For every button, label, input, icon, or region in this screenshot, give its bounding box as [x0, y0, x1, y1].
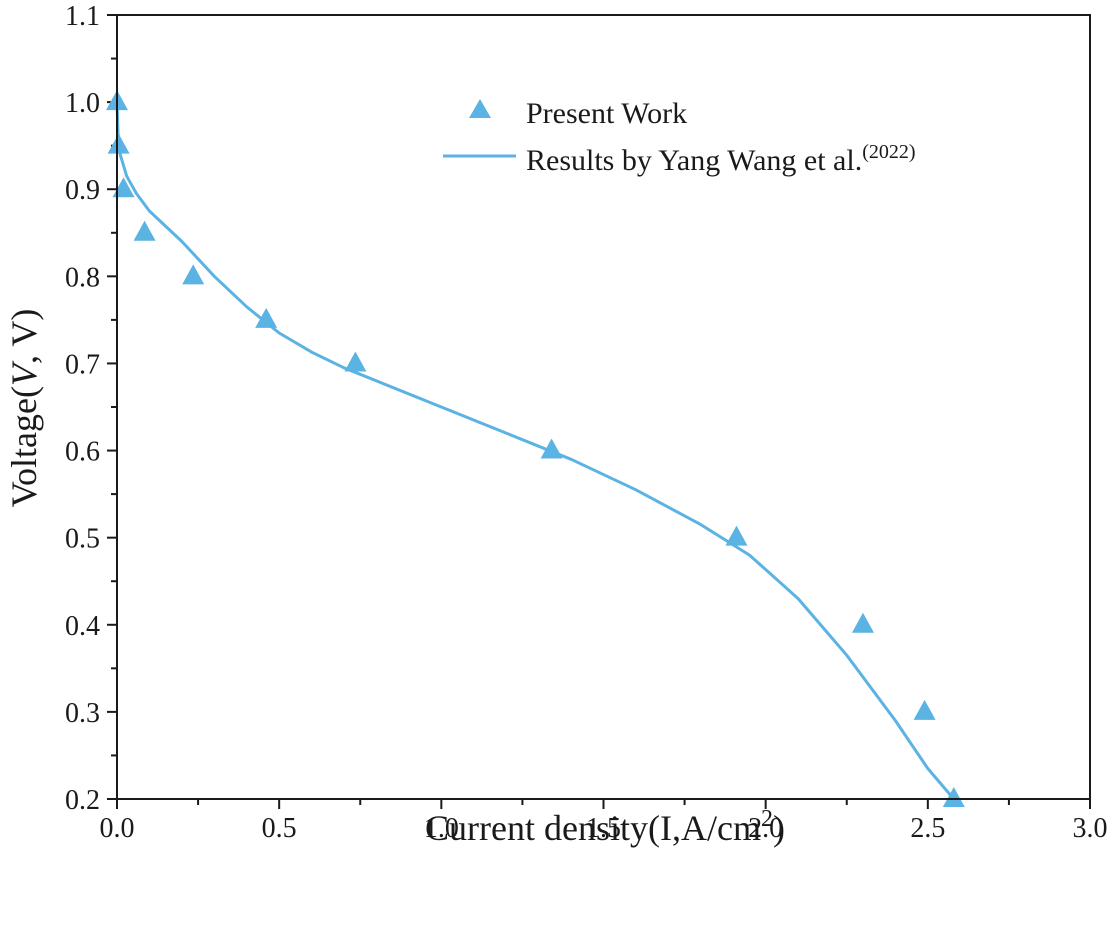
y-tick-label: 0.9 — [65, 175, 100, 206]
data-point-present-work — [540, 438, 563, 459]
data-point-present-work — [942, 787, 965, 807]
legend-label-yang-wang: Results by Yang Wang et al.(2022) — [526, 141, 916, 177]
x-tick-label: 0.5 — [262, 813, 297, 844]
data-point-present-work — [344, 351, 367, 372]
x-tick-label: 0.0 — [100, 813, 135, 844]
y-tick-label: 0.6 — [65, 437, 100, 468]
data-point-present-work — [913, 699, 936, 720]
y-tick-label: 1.1 — [65, 1, 100, 32]
y-tick-labels: 0.2 0.3 0.4 0.5 0.6 0.7 0.8 0.9 1.0 1.1 — [65, 1, 100, 816]
x-axis-title: Current density(I,A/cm2) — [425, 806, 785, 848]
y-tick-label: 0.3 — [65, 698, 100, 729]
legend: Present Work Results by Yang Wang et al.… — [443, 97, 916, 177]
y-tick-label: 0.4 — [65, 611, 100, 642]
y-tick-label: 0.7 — [65, 349, 100, 380]
plot-area — [106, 90, 965, 807]
y-axis-title: Voltage(V, V) — [4, 309, 44, 508]
x-tick-label: 2.0 — [748, 813, 783, 844]
x-tick-label: 1.5 — [586, 813, 621, 844]
y-tick-label: 1.0 — [65, 88, 100, 119]
major-ticks — [107, 14, 1091, 809]
data-point-present-work — [107, 133, 130, 154]
x-tick-labels: 0.0 0.5 1.0 1.5 2.0 2.5 3.0 — [100, 813, 1108, 844]
y-tick-label: 0.5 — [65, 524, 100, 555]
data-point-present-work — [255, 307, 278, 328]
plot-frame — [116, 14, 1091, 800]
data-point-present-work — [725, 525, 748, 546]
data-point-present-work — [851, 612, 874, 633]
legend-label-present-work: Present Work — [526, 97, 687, 130]
data-point-present-work — [133, 220, 156, 241]
data-point-present-work — [182, 264, 205, 285]
legend-marker-triangle — [469, 99, 491, 118]
y-tick-label: 0.2 — [65, 785, 100, 816]
y-tick-label: 0.8 — [65, 262, 100, 293]
x-tick-label: 1.0 — [424, 813, 459, 844]
series-line-yang-wang — [115, 102, 955, 800]
x-tick-label: 3.0 — [1073, 813, 1108, 844]
x-tick-label: 2.5 — [910, 813, 945, 844]
